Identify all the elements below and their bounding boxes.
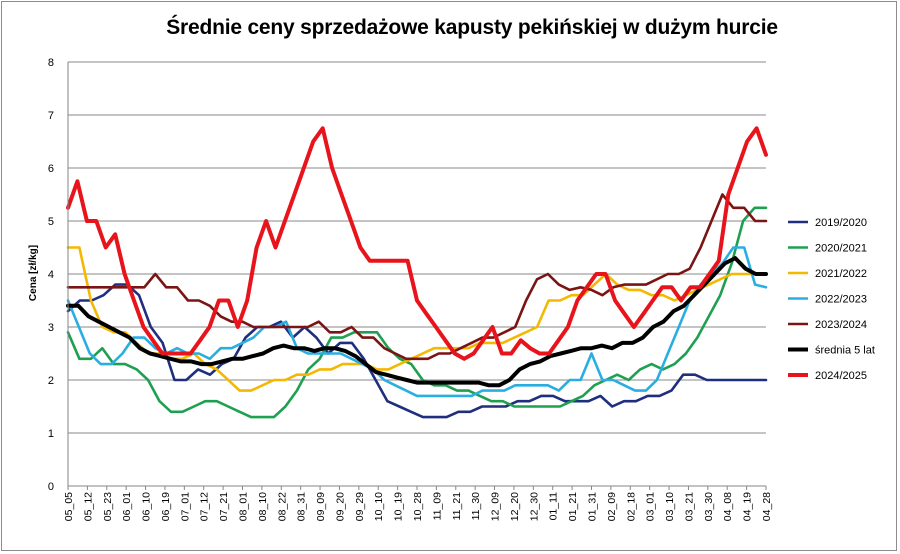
series-lines xyxy=(66,126,768,419)
y-tick-label: 7 xyxy=(48,110,54,122)
gridlines xyxy=(68,61,766,434)
y-tick-label: 1 xyxy=(48,428,54,440)
x-tick-label: 07_01 xyxy=(179,492,191,521)
x-tick-label: 11_21 xyxy=(451,492,463,521)
x-tick-label: 04_19 xyxy=(742,492,754,521)
x-tick-label: 10_28 xyxy=(412,492,424,521)
x-tick-label: 06_19 xyxy=(160,492,172,521)
chart-title: Średnie ceny sprzedażowe kapusty pekińsk… xyxy=(166,16,778,39)
x-tick-label: 02_18 xyxy=(625,492,637,521)
y-tick-label: 6 xyxy=(48,163,54,175)
x-tick-label: 09_20 xyxy=(334,492,346,521)
y-tick-label: 3 xyxy=(48,322,54,334)
legend-label: 2022/2023 xyxy=(815,294,867,306)
x-tick-label: 01_31 xyxy=(587,492,599,521)
legend-label: średnia 5 lat xyxy=(815,345,875,357)
y-tick-label: 0 xyxy=(48,481,54,493)
x-tick-label: 03_10 xyxy=(664,492,676,521)
x-tick-label: 12_09 xyxy=(490,492,502,521)
series-line-2020-2021 xyxy=(66,206,768,419)
x-tick-label: 03_30 xyxy=(703,492,715,521)
series-line-2019-2020 xyxy=(66,283,768,419)
x-tick-label: 08_31 xyxy=(296,492,308,521)
legend-label: 2021/2022 xyxy=(815,268,867,280)
y-tick-label: 5 xyxy=(48,216,54,228)
y-tick-label: 2 xyxy=(48,375,54,387)
x-tick-label: 07_12 xyxy=(199,492,211,521)
series-line-2024-2025 xyxy=(66,126,768,361)
legend-label: 2019/2020 xyxy=(815,217,867,229)
x-tick-label: 08_22 xyxy=(276,492,288,521)
x-tick-label: 05_12 xyxy=(82,492,94,521)
x-tick-label: 01_21 xyxy=(567,492,579,521)
x-tick-label: 11_30 xyxy=(470,492,482,521)
y-tick-label: 8 xyxy=(48,57,54,69)
legend: 2019/2020 2020/2021 2021/2022 2022/2023 2023… xyxy=(788,217,875,382)
x-tick-label: 06_01 xyxy=(121,492,133,521)
y-axis-tick-labels: 0 1 2 3 4 5 6 7 8 xyxy=(48,57,54,493)
x-tick-label: 05_05 xyxy=(63,492,75,521)
x-tick-label: 09_29 xyxy=(354,492,366,521)
legend-label: 2024/2025 xyxy=(815,370,867,382)
x-tick-label: 04_08 xyxy=(722,492,734,521)
x-tick-label: 08_10 xyxy=(257,492,269,521)
x-tick-label: 03_21 xyxy=(683,492,695,521)
x-tick-label: 12_20 xyxy=(509,492,521,521)
legend-label: 2020/2021 xyxy=(815,243,867,255)
series-line-2023-2024 xyxy=(66,193,768,361)
x-tick-label: 07_21 xyxy=(218,492,230,521)
x-tick-label: 10_10 xyxy=(373,492,385,521)
x-tick-label: 08_01 xyxy=(238,492,250,521)
x-axis-tick-labels: 05_05 05_12 05_23 06_01 06_10 06_19 07_01 07_12… xyxy=(63,486,773,521)
x-tick-label: 02_09 xyxy=(606,492,618,521)
y-tick-label: 4 xyxy=(48,269,54,281)
y-axis-label: Cena [zł/kg] xyxy=(28,245,39,301)
legend-label: 2023/2024 xyxy=(815,319,867,331)
x-tick-label: 11_09 xyxy=(431,492,443,521)
series-line-2021-2022 xyxy=(66,246,768,392)
series-line--rednia-5-lat xyxy=(66,256,768,388)
x-tick-label: 01_11 xyxy=(548,492,560,521)
x-tick-label: 09_09 xyxy=(315,492,327,521)
x-tick-label: 10_19 xyxy=(393,492,405,521)
x-tick-label: 04_28 xyxy=(761,492,773,521)
x-tick-label: 03_01 xyxy=(645,492,657,521)
x-tick-label: 12_30 xyxy=(528,492,540,521)
x-tick-label: 06_10 xyxy=(141,492,153,521)
x-tick-label: 05_23 xyxy=(102,492,114,521)
